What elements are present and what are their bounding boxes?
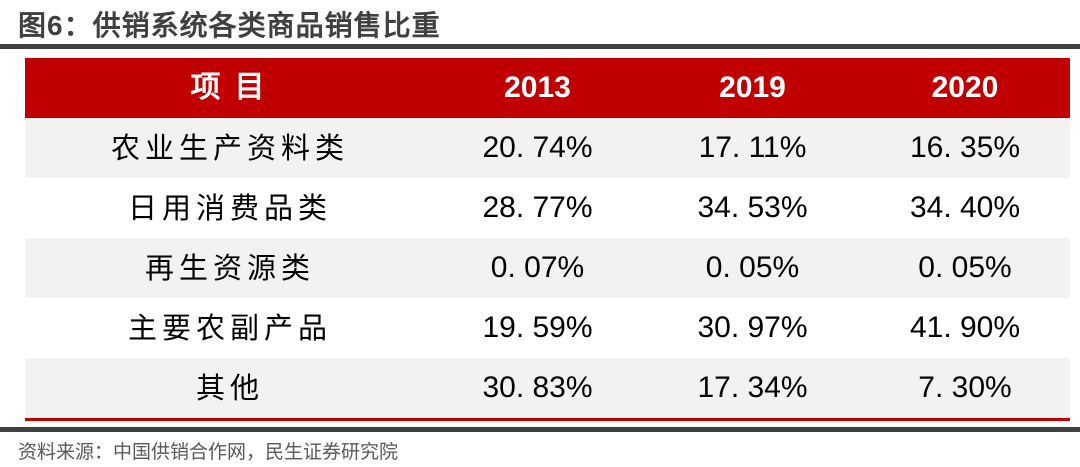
- title-underline: [0, 44, 1080, 49]
- cell-value: 16. 35%: [909, 131, 1021, 164]
- table-row: 其他 30. 83% 17. 34% 7. 30%: [25, 358, 1070, 418]
- table-bottom-border: [25, 418, 1070, 421]
- cell-value: 20. 74%: [482, 131, 593, 164]
- header-cell-2019: 2019: [719, 71, 786, 104]
- row-label: 日用消费品类: [127, 191, 332, 225]
- cell-value: 0. 05%: [918, 251, 1012, 284]
- row-label: 再生资源类: [144, 251, 315, 285]
- cell-value: 34. 53%: [697, 191, 808, 224]
- table-row: 再生资源类 0. 07% 0. 05% 0. 05%: [25, 238, 1070, 298]
- header-cell-item: 项目: [190, 71, 279, 104]
- cell-value: 17. 34%: [697, 371, 808, 404]
- cell-value: 34. 40%: [909, 191, 1021, 224]
- row-label: 农业生产资料类: [110, 131, 349, 165]
- table-header-row: 项目 2013 2019 2020: [25, 58, 1070, 118]
- cell-value: 30. 97%: [697, 311, 808, 344]
- figure-title: 图6：供销系统各类商品销售比重: [18, 10, 441, 41]
- source-note: 资料来源：中国供销合作网，民生证券研究院: [18, 442, 399, 463]
- cell-value: 17. 11%: [698, 131, 807, 164]
- cell-value: 19. 59%: [482, 311, 593, 344]
- table-row: 农业生产资料类 20. 74% 17. 11% 16. 35%: [25, 118, 1070, 178]
- table-row: 日用消费品类 28. 77% 34. 53% 34. 40%: [25, 178, 1070, 238]
- cell-value: 7. 30%: [918, 371, 1012, 404]
- table-row: 主要农副产品 19. 59% 30. 97% 41. 90%: [25, 298, 1070, 358]
- cell-value: 0. 05%: [705, 251, 800, 284]
- cell-value: 28. 77%: [482, 191, 593, 224]
- row-label: 其他: [195, 371, 264, 405]
- cell-value: 41. 90%: [909, 311, 1021, 344]
- cell-value: 0. 07%: [490, 251, 585, 284]
- header-cell-2013: 2013: [504, 71, 571, 104]
- cell-value: 30. 83%: [482, 371, 593, 404]
- section-divider: [0, 427, 1080, 432]
- data-table: 项目 2013 2019 2020 农业生产资料类 20. 74% 17. 11…: [25, 58, 1070, 418]
- header-cell-2020: 2020: [931, 71, 999, 104]
- row-label: 主要农副产品: [127, 311, 332, 345]
